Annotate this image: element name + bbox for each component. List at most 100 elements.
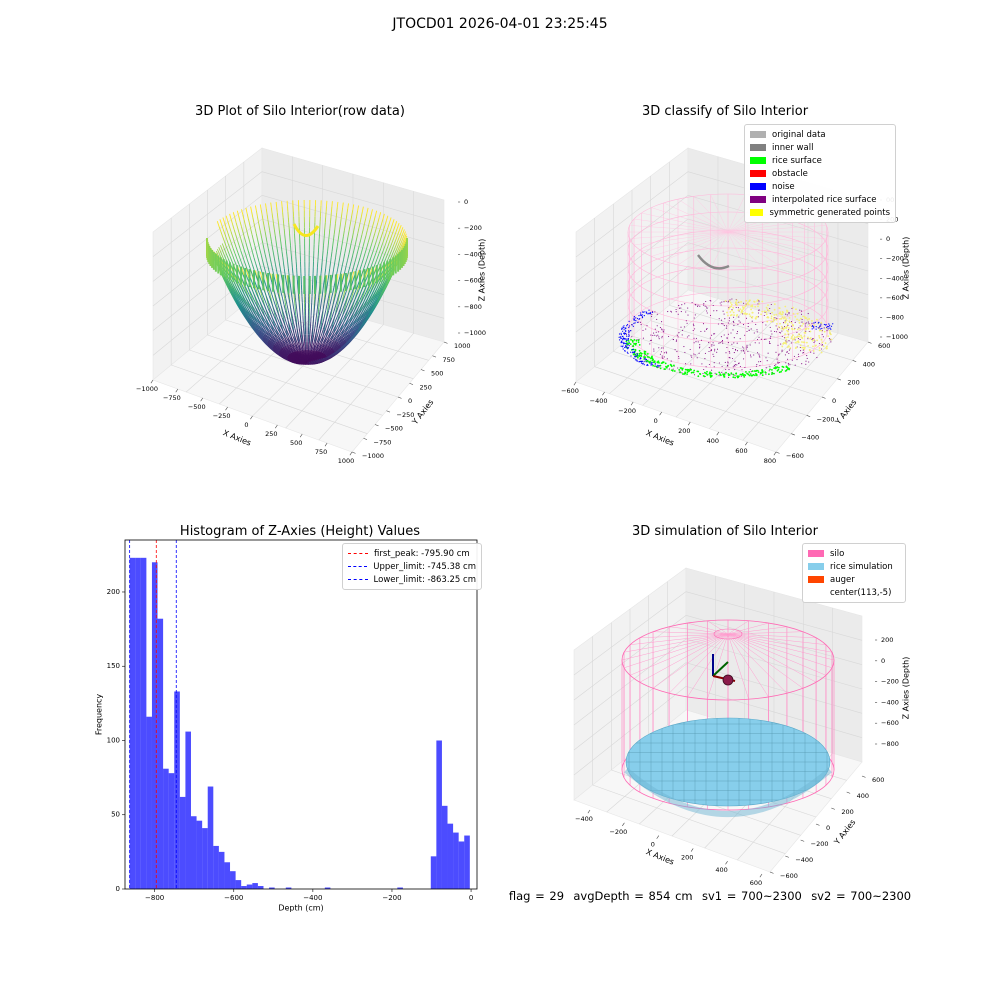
bowl-meridian	[335, 334, 341, 341]
bowl-meridian	[347, 231, 350, 238]
bowl-meridian	[356, 308, 361, 315]
interp-point	[678, 305, 680, 307]
bowl-meridian	[345, 299, 348, 305]
legend-label: symmetric generated points	[769, 207, 890, 218]
bowl-meridian	[380, 250, 384, 256]
silo-spoke	[629, 231, 729, 239]
bowl-meridian	[320, 267, 323, 274]
bowl-meridian	[396, 237, 400, 243]
bowl-meridian	[362, 223, 365, 230]
interp-point	[776, 328, 778, 330]
bowl-meridian	[326, 350, 335, 357]
noise-point	[643, 364, 645, 366]
silo-spoke	[727, 225, 827, 233]
y-tick-label: 50	[111, 811, 120, 819]
interp-point	[778, 353, 780, 355]
tick-mark	[363, 437, 368, 440]
bowl-meridian	[271, 294, 275, 301]
bowl-meridian	[341, 315, 346, 322]
interp-point	[750, 356, 752, 358]
bowl-meridian	[243, 303, 247, 310]
bowl-meridian	[334, 257, 336, 264]
bowl-meridian	[325, 338, 332, 346]
bowl-meridian	[244, 314, 249, 320]
bowl-meridian	[279, 234, 282, 241]
bowl-meridian	[241, 243, 245, 250]
bowl-meridian	[354, 312, 358, 317]
bowl-meridian	[230, 273, 234, 278]
interp-point	[804, 325, 806, 327]
interp-point	[756, 338, 759, 341]
interp-point	[738, 363, 740, 365]
bowl-meridian	[266, 331, 272, 338]
rice-point	[755, 374, 758, 377]
symmetric-point	[792, 334, 794, 337]
noise-point	[621, 337, 623, 339]
bowl-meridian	[367, 303, 371, 310]
bowl-meridian	[360, 270, 364, 277]
interp-point	[714, 333, 716, 335]
legend-swatch	[750, 144, 766, 151]
tick-label: −500	[385, 425, 403, 433]
bowl-meridian	[362, 253, 366, 260]
tick-mark	[351, 451, 356, 454]
interp-point	[649, 343, 651, 345]
bowl-meridian	[374, 296, 378, 303]
histogram-bar	[168, 773, 175, 889]
bowl-meridian	[326, 310, 329, 315]
bowl-meridian	[365, 230, 368, 237]
bowl-meridian	[325, 330, 330, 338]
bowl-meridian	[232, 255, 235, 261]
tick-label: −750	[163, 394, 181, 402]
bowl-meridian	[281, 206, 284, 213]
bowl-meridian	[356, 210, 359, 217]
tick-label: 1000	[338, 457, 355, 465]
symmetric-point	[808, 348, 811, 351]
interp-point	[768, 370, 770, 372]
bowl-meridian	[360, 313, 365, 320]
symmetric-point	[751, 315, 754, 318]
interp-point	[799, 309, 801, 311]
bowl-meridian	[284, 302, 287, 307]
interp-point	[750, 371, 752, 373]
bowl-meridian	[402, 242, 406, 248]
histogram-bar	[196, 820, 203, 889]
rice-point	[753, 370, 756, 372]
noise-point	[636, 353, 638, 355]
bowl-meridian	[257, 305, 260, 310]
bowl-meridian	[278, 294, 281, 299]
bowl-meridian	[234, 217, 237, 224]
tick-mark	[775, 451, 780, 454]
symmetric-point	[761, 310, 764, 313]
bowl-meridian	[294, 291, 296, 298]
bowl-meridian	[384, 220, 387, 227]
interp-point	[646, 325, 648, 327]
interp-point	[797, 338, 799, 340]
x-tick-label: −400	[303, 894, 322, 902]
interp-point	[703, 303, 705, 305]
bowl-meridian	[245, 242, 248, 249]
noise-point	[618, 336, 620, 338]
bowl-meridian	[326, 280, 329, 287]
symmetric-point	[784, 341, 787, 343]
histogram-bar	[246, 884, 253, 889]
bowl-meridian	[273, 300, 277, 307]
bowl-meridian	[297, 342, 302, 351]
bowl-meridian	[317, 343, 324, 352]
noise-point	[628, 333, 630, 335]
gridline	[261, 171, 445, 224]
x-axis-label: X Axies	[222, 428, 253, 447]
histogram-bar	[224, 862, 231, 889]
interp-point	[694, 354, 696, 356]
bowl-meridian	[365, 213, 368, 219]
bowl-meridian	[327, 354, 332, 359]
tick-mark	[409, 382, 414, 385]
symmetric-point	[802, 341, 805, 344]
noise-point	[622, 343, 625, 345]
bowl-meridian	[248, 306, 252, 312]
rice-point	[751, 374, 754, 377]
symmetric-point	[798, 322, 801, 324]
symmetric-point	[730, 305, 733, 308]
rice-point	[771, 369, 773, 371]
bowl-meridian	[265, 332, 271, 339]
